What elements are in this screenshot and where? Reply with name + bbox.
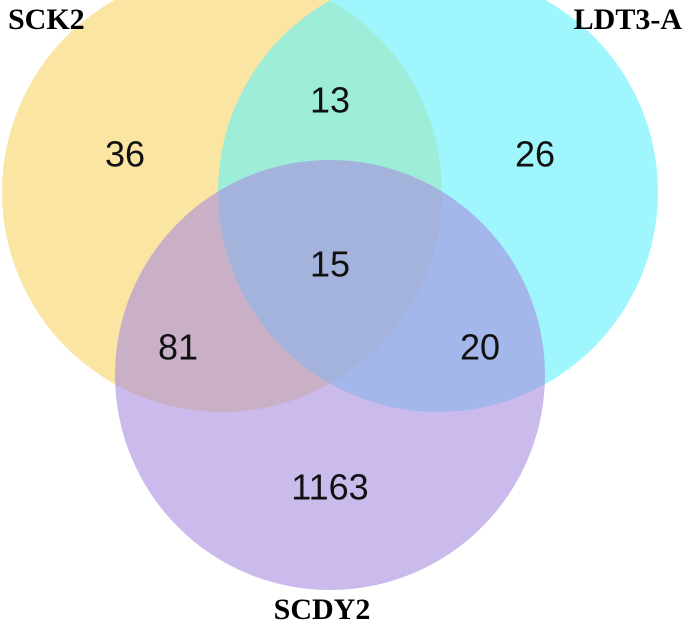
set-circle — [115, 160, 545, 590]
set-label: SCDY2 — [274, 593, 371, 626]
region-label: 1163 — [291, 467, 368, 508]
region-label: 15 — [310, 244, 350, 285]
region-label: 20 — [460, 327, 500, 368]
region-label: 36 — [105, 134, 145, 175]
set-label: LDT3-A — [574, 3, 683, 36]
set-label: SCK2 — [8, 3, 85, 36]
region-label: 81 — [158, 327, 198, 368]
region-label: 13 — [310, 80, 350, 121]
region-label: 26 — [515, 134, 555, 175]
